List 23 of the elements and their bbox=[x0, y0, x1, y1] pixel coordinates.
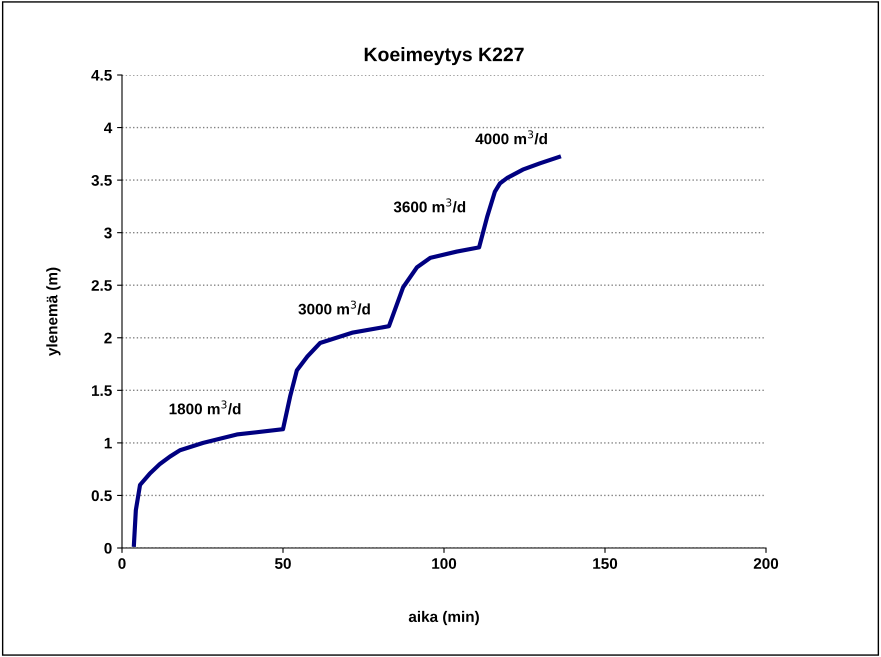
x-tick-label: 50 bbox=[274, 558, 291, 569]
y-tick-label: 2 bbox=[104, 332, 112, 344]
annotation: 4000 m$^{3}$/d bbox=[475, 130, 547, 144]
y-tick-label: 1 bbox=[104, 438, 112, 448]
y-tick-label: 3.5 bbox=[91, 174, 112, 186]
line-series bbox=[132, 154, 562, 547]
annotation: 3000 m$^{3}$/d bbox=[298, 300, 370, 315]
x-tick-label: 0 bbox=[118, 558, 126, 569]
y-tick-label: 4 bbox=[104, 122, 112, 134]
annotation: 3600 m$^{3}$/d bbox=[394, 198, 466, 213]
x-tick-label: 200 bbox=[754, 558, 778, 569]
x-axis-title: aika (min) bbox=[408, 610, 479, 626]
y-tick-label: 0 bbox=[104, 542, 112, 554]
y-tick-label: 1.5 bbox=[92, 385, 112, 396]
x-tick-label: 100 bbox=[432, 558, 456, 569]
y-tick-label: 3 bbox=[104, 228, 112, 238]
x-tick-label: 150 bbox=[593, 558, 618, 569]
y-tick-label: 2.5 bbox=[92, 280, 112, 291]
y-tick-label: 4.5 bbox=[91, 70, 112, 81]
chart-title: Koeimeytys K227 bbox=[364, 47, 524, 66]
y-axis-title: ylenemä (m) bbox=[46, 268, 60, 356]
y-tick-label: 0.5 bbox=[92, 490, 112, 502]
annotation: 1800 m$^{3}$/d bbox=[170, 400, 240, 414]
